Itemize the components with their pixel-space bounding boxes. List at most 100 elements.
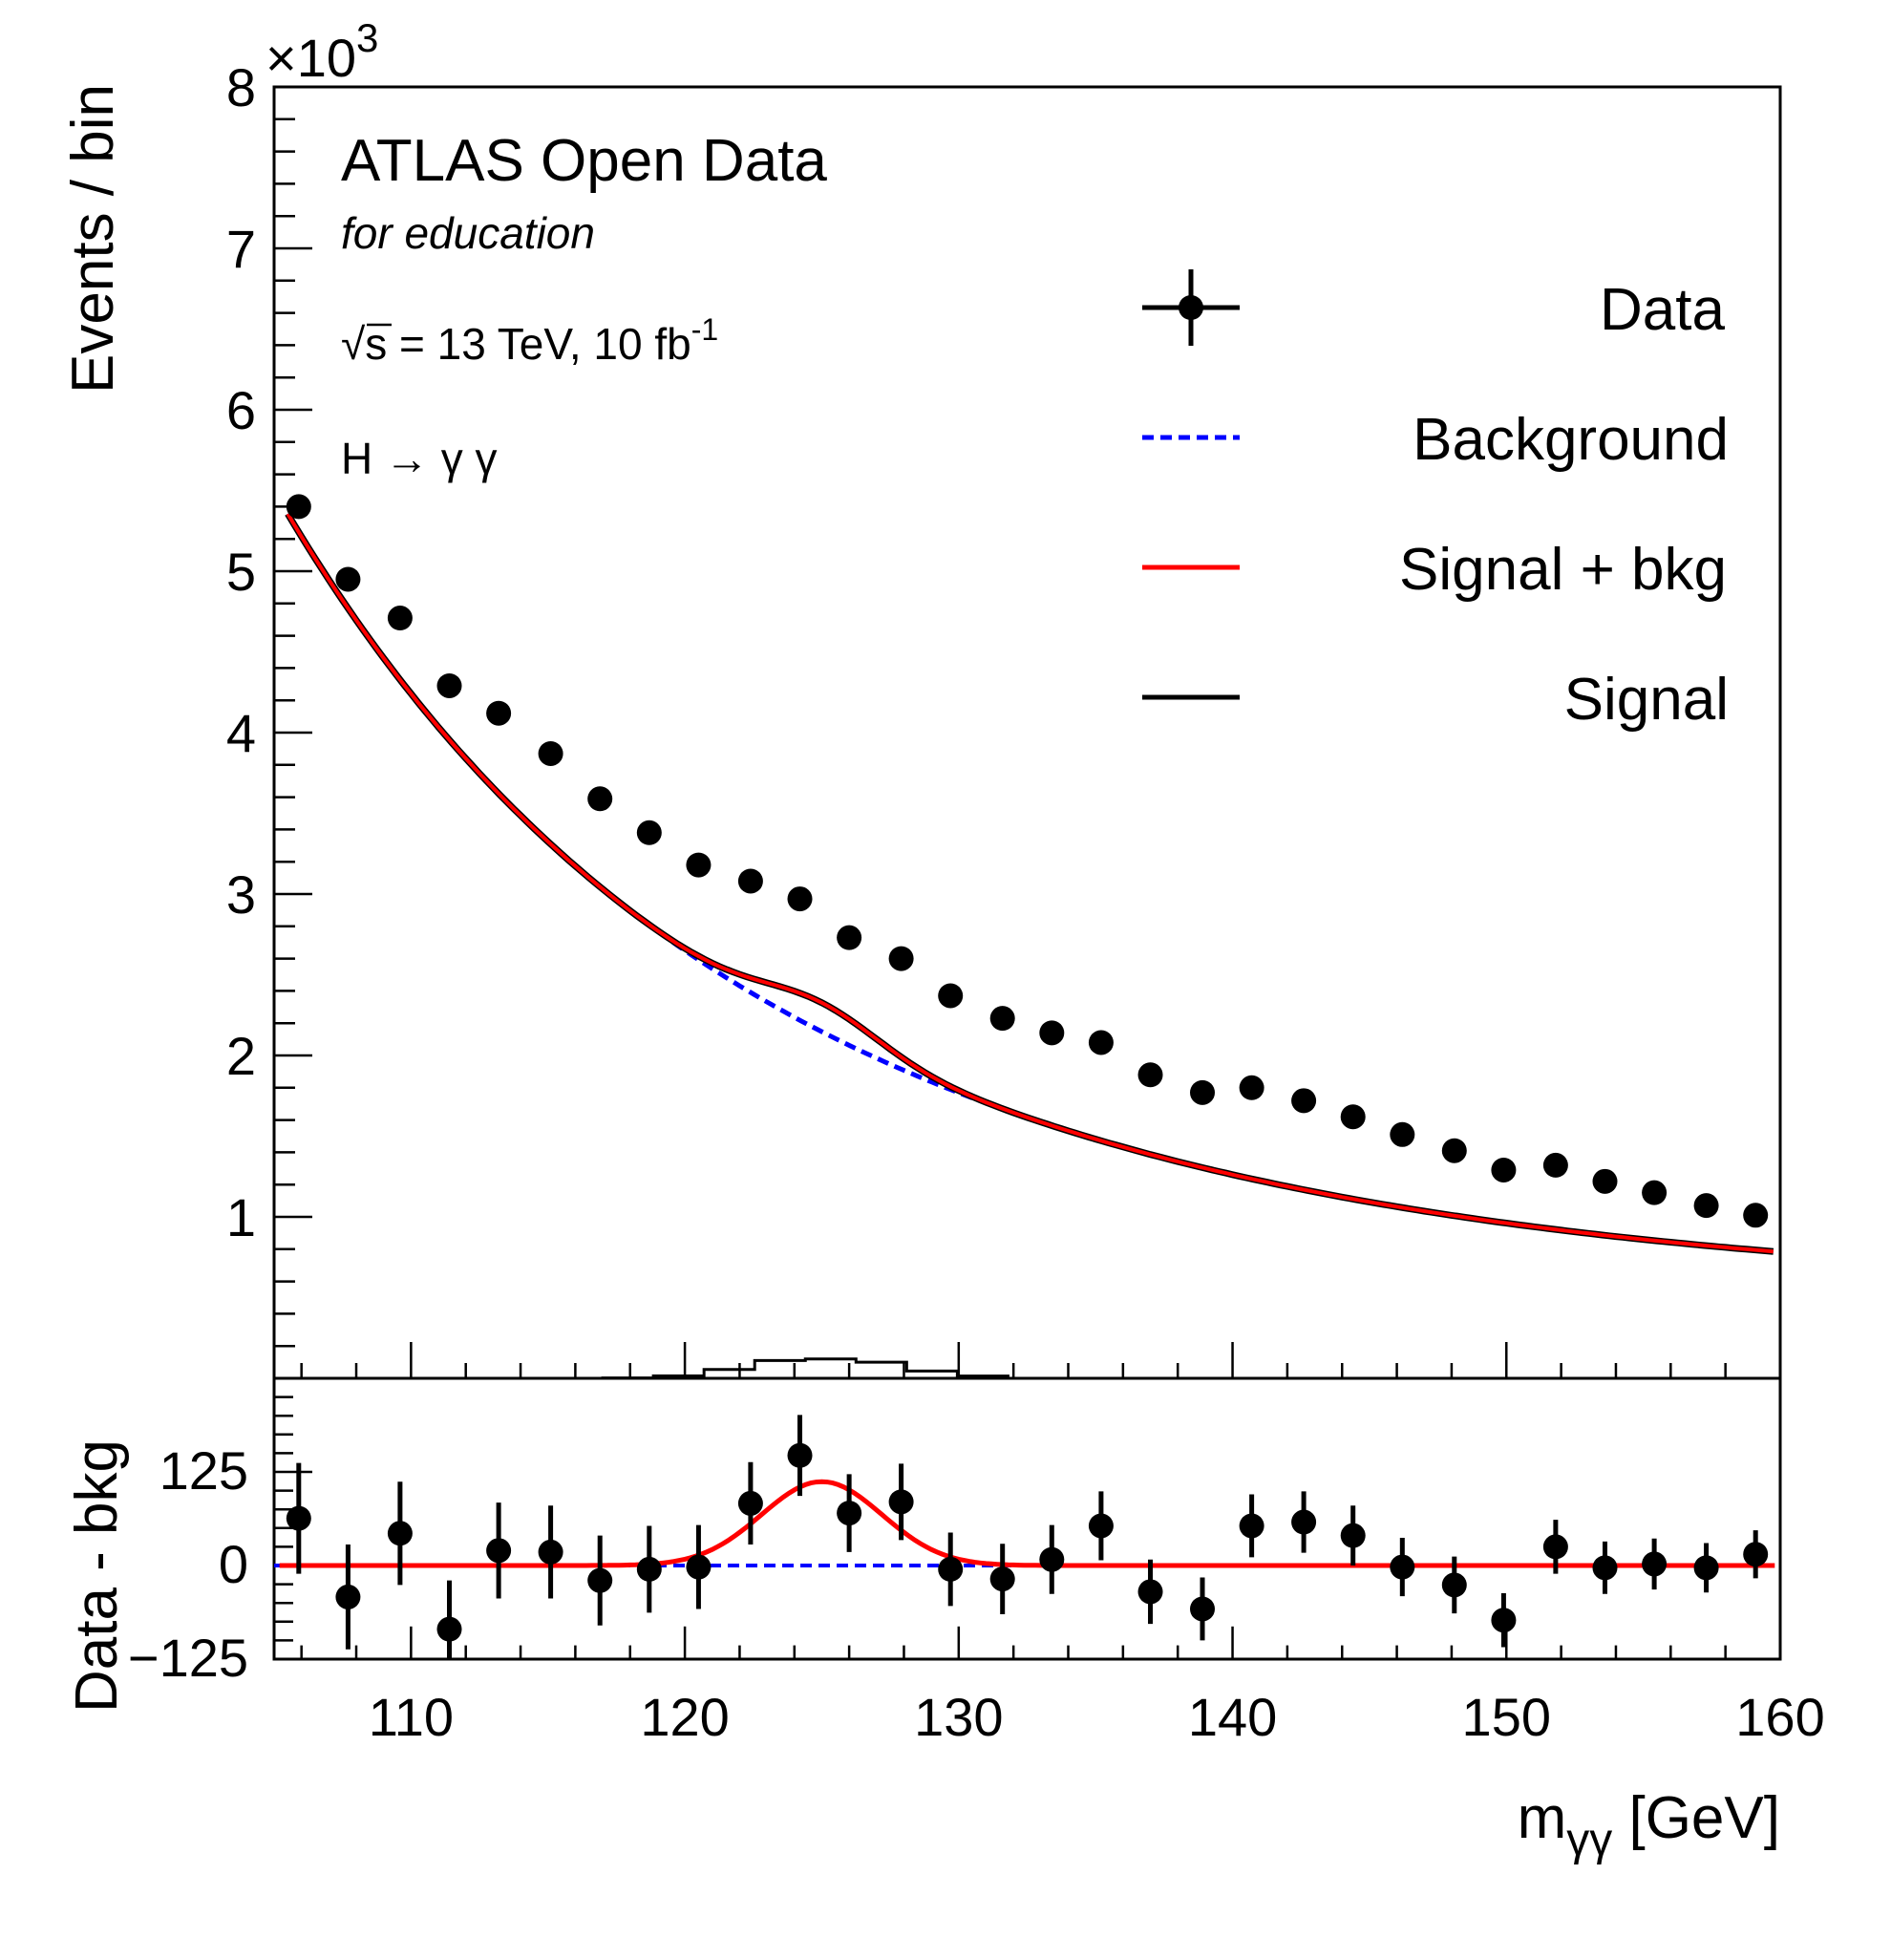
data-point bbox=[486, 700, 512, 726]
x-axis-title-unit: [GeV] bbox=[1612, 1785, 1780, 1851]
legend-signal-label: Signal bbox=[1564, 667, 1729, 733]
data-point bbox=[335, 566, 361, 592]
sqrt-symbol: √ bbox=[341, 319, 366, 369]
data-point bbox=[1542, 1152, 1568, 1178]
data-point bbox=[538, 740, 563, 766]
residual-point bbox=[837, 1501, 862, 1526]
residual-y-tick-label: −125 bbox=[128, 1628, 248, 1688]
residual-point bbox=[1693, 1555, 1719, 1581]
residual-point bbox=[1291, 1509, 1317, 1535]
data-point bbox=[989, 1006, 1015, 1032]
main-y-tick-label: 5 bbox=[226, 542, 256, 602]
energy-exponent: -1 bbox=[691, 312, 718, 347]
data-point bbox=[787, 886, 813, 912]
residual-point bbox=[1340, 1523, 1366, 1548]
residual-y-tick-label: 125 bbox=[159, 1440, 248, 1501]
residual-point bbox=[787, 1442, 813, 1468]
residual-point bbox=[938, 1556, 964, 1582]
data-point bbox=[1088, 1030, 1114, 1055]
residual-signal-fit-curve bbox=[279, 1479, 1775, 1568]
data-point bbox=[387, 606, 413, 631]
main-y-tick-label: 8 bbox=[226, 57, 256, 117]
residual-point bbox=[1137, 1579, 1163, 1605]
energy-text: s = 13 TeV, 10 fb bbox=[365, 319, 691, 369]
main-y-tick-label: 6 bbox=[226, 380, 256, 440]
data-point bbox=[636, 820, 662, 845]
energy-lumi-label: √s = 13 TeV, 10 fb-1 bbox=[341, 312, 718, 369]
residual-y-tick-labels: −125 0 125 bbox=[128, 1440, 248, 1688]
data-point bbox=[888, 946, 914, 971]
data-point bbox=[1239, 1075, 1264, 1100]
data-point bbox=[737, 868, 763, 894]
data-point bbox=[837, 925, 862, 950]
main-y-axis-title: Events / bin bbox=[60, 84, 126, 394]
x-tick-label: 150 bbox=[1462, 1687, 1551, 1747]
process-label: H → γ γ bbox=[341, 434, 498, 483]
data-point bbox=[938, 983, 964, 1009]
data-point bbox=[1592, 1168, 1618, 1194]
x-tick-label: 120 bbox=[640, 1687, 729, 1747]
residual-point bbox=[1491, 1608, 1517, 1633]
x-axis-title: mγγ [GeV] bbox=[1518, 1785, 1780, 1865]
data-point bbox=[1491, 1157, 1517, 1182]
x-tick-label: 130 bbox=[914, 1687, 1003, 1747]
residual-point bbox=[1642, 1551, 1668, 1577]
data-point bbox=[1137, 1062, 1163, 1088]
x-tick-label: 110 bbox=[369, 1687, 454, 1747]
main-y-tick-label: 2 bbox=[226, 1026, 256, 1086]
residual-point bbox=[1542, 1534, 1568, 1560]
legend-data-marker bbox=[1179, 295, 1203, 320]
residual-point bbox=[1743, 1542, 1769, 1567]
main-y-tick-label: 3 bbox=[226, 864, 256, 925]
signal-histogram bbox=[601, 1357, 1009, 1380]
atlas-subtitle: for education bbox=[341, 208, 595, 258]
data-point bbox=[587, 786, 613, 812]
main-y-tick-label: 7 bbox=[226, 219, 256, 279]
residual-point bbox=[436, 1616, 462, 1642]
residual-point bbox=[335, 1584, 361, 1609]
residual-point bbox=[989, 1566, 1015, 1592]
residual-y-axis-title: Data - bkg bbox=[64, 1439, 130, 1713]
data-point bbox=[1693, 1193, 1719, 1219]
legend-signal-bkg-label: Signal + bkg bbox=[1399, 537, 1727, 603]
data-point bbox=[1340, 1104, 1366, 1130]
residual-y-tick-label: 0 bbox=[219, 1534, 248, 1594]
data-point bbox=[1743, 1203, 1769, 1228]
residual-point bbox=[387, 1521, 413, 1546]
main-axis-ticks bbox=[274, 85, 1782, 1380]
main-y-tick-labels: 1 2 3 4 5 6 7 8 bbox=[226, 57, 256, 1247]
residual-point bbox=[737, 1490, 763, 1516]
data-point bbox=[436, 672, 462, 698]
residual-point bbox=[1239, 1513, 1264, 1539]
residual-point bbox=[587, 1567, 613, 1593]
residual-point bbox=[1390, 1554, 1415, 1580]
data-point bbox=[686, 852, 712, 878]
residual-point bbox=[888, 1489, 914, 1515]
data-point bbox=[1291, 1088, 1317, 1114]
x-axis-title-main: m bbox=[1518, 1785, 1567, 1851]
data-point bbox=[1190, 1079, 1216, 1105]
residual-point bbox=[1441, 1572, 1467, 1598]
main-y-tick-label: 1 bbox=[226, 1187, 256, 1247]
residual-point bbox=[686, 1554, 712, 1580]
data-point bbox=[1441, 1138, 1467, 1163]
y-axis-multiplier: ×103 bbox=[266, 15, 378, 88]
data-point bbox=[286, 494, 311, 520]
residual-plot-frame bbox=[272, 1376, 1782, 1661]
main-plot-marks bbox=[285, 494, 1774, 1380]
legend: Data Background Signal + bkg Signal bbox=[1142, 269, 1729, 733]
y-multiplier-exponent: 3 bbox=[356, 15, 378, 60]
data-point bbox=[1642, 1180, 1668, 1205]
main-y-tick-label: 4 bbox=[226, 703, 256, 763]
data-point bbox=[1039, 1020, 1065, 1046]
signal-plus-background-curve bbox=[286, 512, 1774, 1254]
residual-point bbox=[1088, 1513, 1114, 1539]
legend-background-label: Background bbox=[1413, 407, 1729, 473]
atlas-title: ATLAS Open Data bbox=[341, 128, 827, 194]
residual-point bbox=[1190, 1596, 1216, 1622]
data-point bbox=[1390, 1121, 1415, 1147]
residual-point bbox=[486, 1538, 512, 1564]
legend-data-label: Data bbox=[1600, 277, 1725, 343]
y-multiplier-base: ×10 bbox=[266, 28, 356, 88]
